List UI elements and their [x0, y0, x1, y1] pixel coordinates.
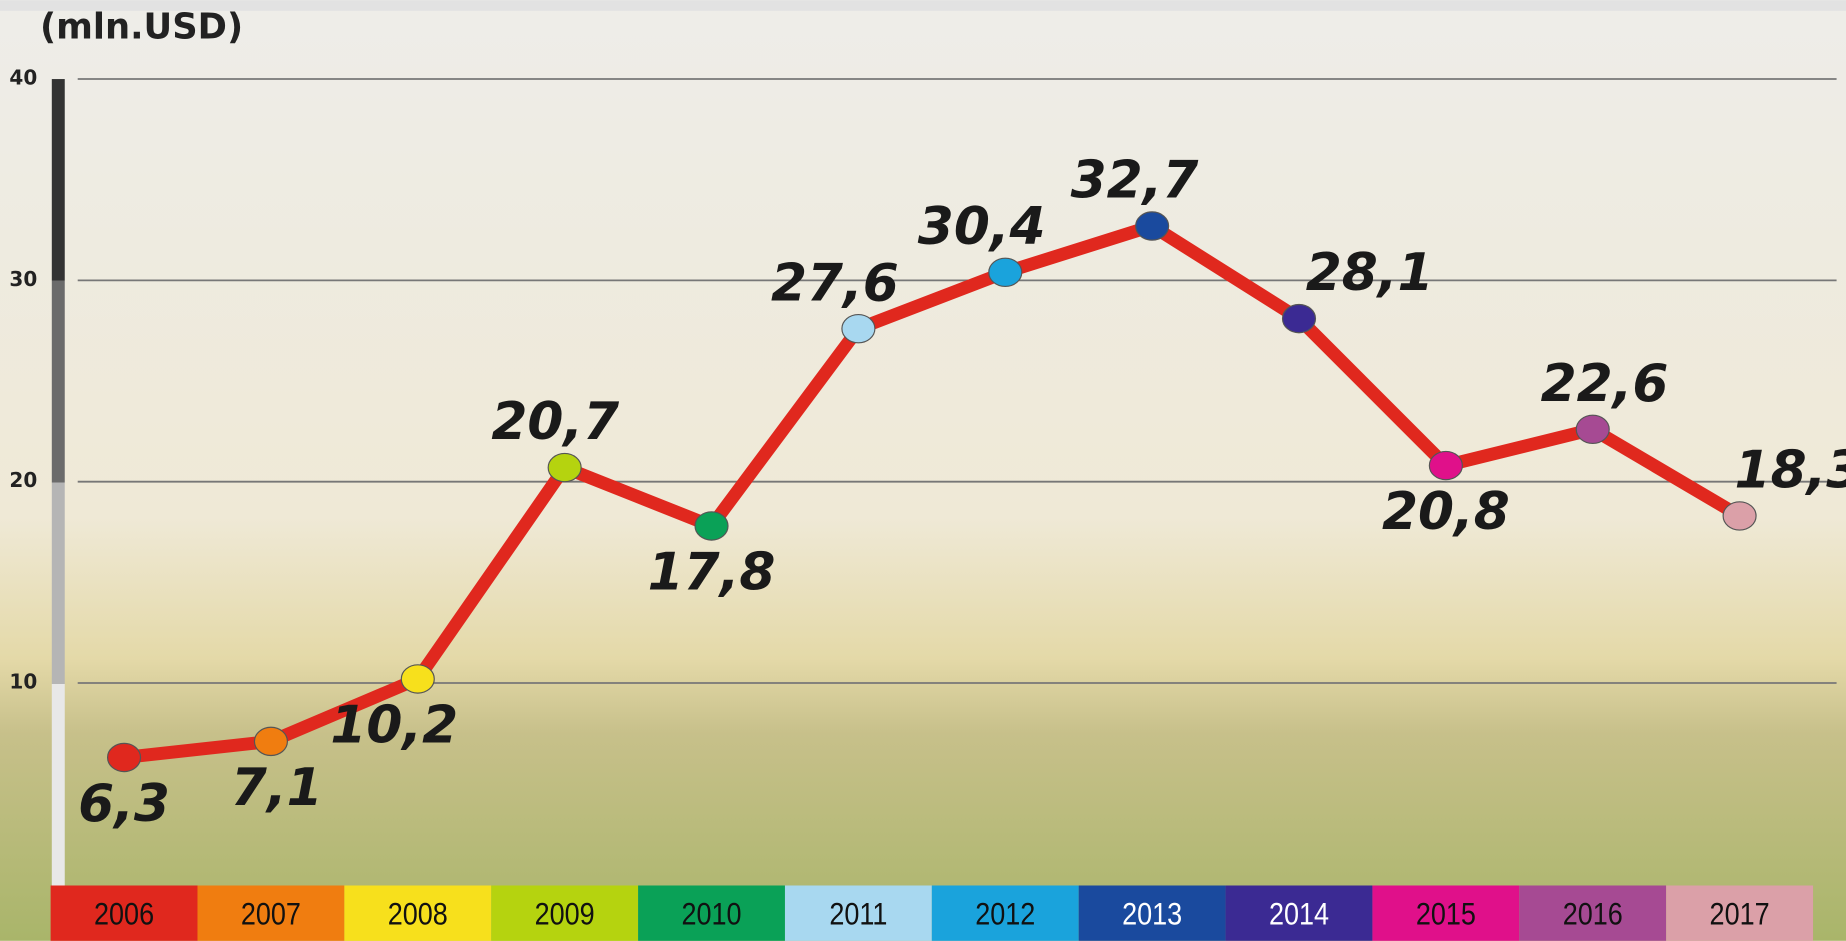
data-point — [401, 665, 434, 693]
x-tick-label: 2013 — [1122, 896, 1182, 932]
value-label: 20,8 — [1382, 482, 1510, 542]
x-tick-label: 2011 — [829, 896, 887, 932]
y-axis-label: (mln.USD) — [40, 6, 243, 47]
data-point — [1429, 451, 1462, 479]
data-point — [1576, 415, 1609, 443]
x-tick-label: 2006 — [94, 896, 154, 932]
chart: (mln.USD) 10 20 30 40 2006 2007 2008 2009 2010 20… — [0, 0, 1846, 941]
x-tick-label: 2009 — [535, 896, 595, 932]
x-tick-label: 2014 — [1269, 896, 1329, 932]
x-tick-label: 2012 — [975, 896, 1035, 932]
data-point — [1723, 502, 1756, 530]
data-point — [254, 727, 287, 755]
y-tick-label: 30 — [9, 267, 37, 291]
top-strip — [0, 0, 1846, 11]
data-point — [989, 258, 1022, 286]
y-tick-label: 20 — [9, 468, 37, 492]
data-point — [548, 453, 581, 481]
data-point — [695, 512, 728, 540]
x-tick-label: 2017 — [1710, 896, 1770, 932]
x-tick-label: 2016 — [1563, 896, 1623, 932]
y-tick-label: 10 — [9, 670, 37, 694]
y-tick-label: 40 — [9, 66, 37, 90]
x-tick-label: 2015 — [1416, 896, 1476, 932]
value-label: 28,1 — [1306, 243, 1434, 303]
value-label: 30,4 — [918, 197, 1046, 257]
axis-bar — [52, 79, 65, 885]
data-point — [1283, 304, 1316, 332]
value-label: 22,6 — [1541, 354, 1669, 414]
value-label: 18,3 — [1735, 441, 1846, 501]
value-label: 10,2 — [330, 695, 458, 755]
value-label: 20,7 — [491, 392, 619, 452]
x-tick-label: 2007 — [241, 896, 301, 932]
data-point — [842, 315, 875, 343]
value-label: 27,6 — [771, 253, 899, 313]
data-point — [108, 743, 141, 771]
value-label: 6,3 — [78, 774, 170, 834]
value-label: 32,7 — [1071, 151, 1199, 211]
value-label: 17,8 — [648, 542, 776, 602]
x-tick-label: 2010 — [681, 896, 741, 932]
value-label: 7,1 — [231, 758, 323, 818]
data-point — [1136, 212, 1169, 240]
x-tick-label: 2008 — [388, 896, 448, 932]
